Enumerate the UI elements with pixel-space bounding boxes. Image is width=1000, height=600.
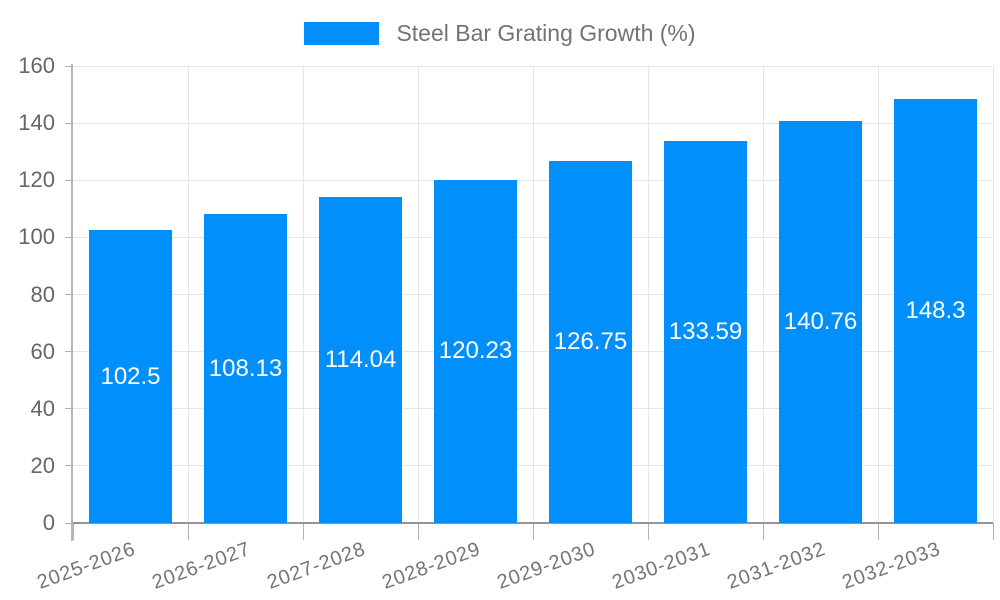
y-axis-tick	[65, 179, 73, 181]
bar-value-label: 126.75	[553, 327, 628, 355]
x-axis-tick	[417, 523, 419, 540]
x-axis-tick	[647, 523, 649, 540]
y-axis-tick-label: 120	[18, 167, 55, 193]
x-axis-tick	[302, 523, 304, 540]
gridline-vertical	[877, 66, 879, 523]
x-axis-line	[73, 522, 993, 524]
legend-label: Steel Bar Grating Growth (%)	[396, 20, 696, 46]
x-axis-tick	[187, 523, 189, 540]
gridline-vertical	[992, 66, 994, 523]
bar-value-label: 140.76	[783, 307, 858, 335]
legend-item[interactable]: Steel Bar Grating Growth (%)	[304, 20, 696, 47]
x-axis-tick	[877, 523, 879, 540]
gridline-vertical	[302, 66, 304, 523]
x-axis-tick	[532, 523, 534, 540]
bar-value-label: 120.23	[438, 337, 513, 365]
legend: Steel Bar Grating Growth (%)	[0, 20, 1000, 47]
bar-value-label: 102.5	[100, 362, 161, 390]
bar[interactable]: 102.5	[89, 230, 172, 523]
y-axis-tick	[65, 351, 73, 353]
bar-value-label: 148.3	[905, 297, 966, 325]
bar[interactable]: 140.76	[779, 120, 862, 523]
y-axis-tick	[65, 122, 73, 124]
y-axis-tick-label: 140	[18, 110, 55, 136]
y-axis-tick	[65, 465, 73, 467]
y-axis-tick	[65, 236, 73, 238]
bar[interactable]: 148.3	[894, 99, 977, 523]
y-axis-tick-label: 60	[30, 338, 55, 364]
y-axis-tick	[65, 408, 73, 410]
y-axis-tick-label: 0	[42, 510, 55, 535]
y-axis-tick-label: 100	[18, 224, 55, 250]
gridline-vertical	[762, 66, 764, 523]
y-axis-tick	[65, 522, 73, 524]
y-axis-tick-label: 20	[30, 452, 55, 478]
bar[interactable]: 108.13	[204, 214, 287, 523]
x-axis-tick	[992, 523, 994, 540]
bar[interactable]: 114.04	[319, 197, 402, 523]
y-axis-tick-label: 80	[30, 281, 55, 307]
gridline-vertical	[532, 66, 534, 523]
bar-value-label: 108.13	[208, 354, 283, 382]
bar-value-label: 133.59	[668, 318, 743, 346]
x-axis-tick	[762, 523, 764, 540]
y-axis-line	[71, 64, 73, 541]
bar-value-label: 114.04	[324, 346, 397, 374]
y-axis-tick	[65, 294, 73, 295]
y-axis-tick	[65, 65, 73, 67]
y-axis-tick-label: 40	[30, 395, 55, 421]
bar[interactable]: 126.75	[549, 160, 632, 523]
y-axis-tick-label: 160	[18, 53, 55, 78]
legend-swatch-icon	[304, 22, 380, 45]
gridline-vertical	[187, 66, 189, 523]
gridline-vertical	[647, 66, 649, 523]
bar[interactable]: 133.59	[664, 141, 747, 523]
bar[interactable]: 120.23	[434, 179, 517, 523]
gridline-vertical	[417, 66, 419, 523]
x-axis-tick	[72, 523, 74, 540]
